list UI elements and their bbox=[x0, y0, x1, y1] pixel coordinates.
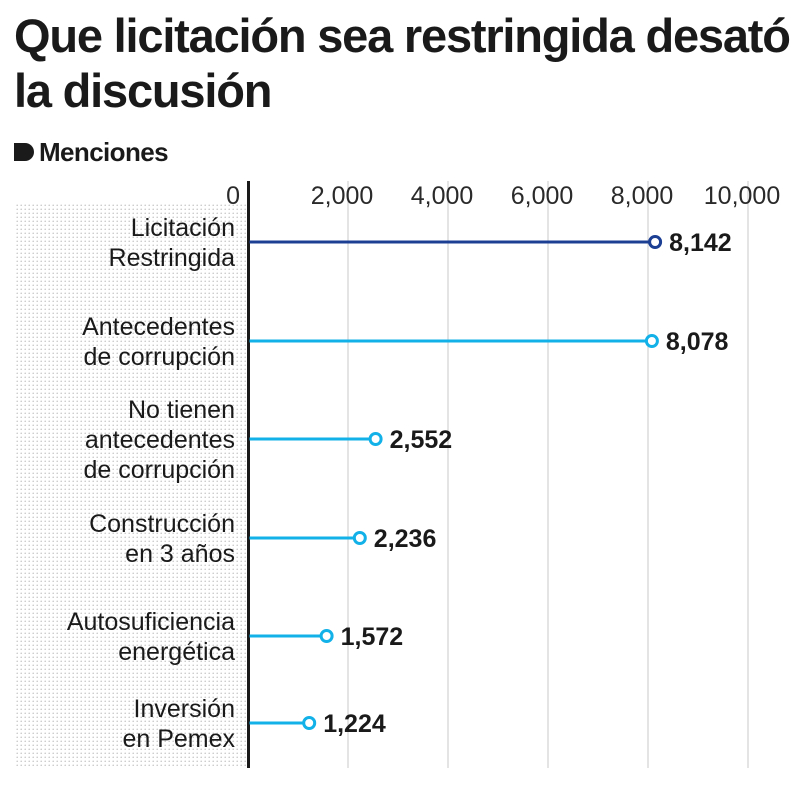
value-label: 2,552 bbox=[390, 426, 453, 454]
value-label: 8,142 bbox=[669, 229, 732, 257]
category-label: Inversión bbox=[134, 695, 235, 723]
category-label: en 3 años bbox=[125, 540, 235, 568]
grid bbox=[347, 181, 749, 768]
legend-label: Menciones bbox=[39, 136, 169, 167]
value-label: 8,078 bbox=[666, 328, 729, 356]
category-label: Autosuficiencia bbox=[67, 608, 235, 636]
category-label: de corrupción bbox=[84, 343, 235, 371]
category-label: Construcción bbox=[89, 510, 235, 538]
lollipop-point bbox=[648, 235, 663, 249]
category-label: de corrupción bbox=[84, 456, 235, 484]
category-label: No tienen bbox=[128, 396, 235, 424]
category-label: Restringida bbox=[109, 244, 236, 272]
lollipop-point bbox=[368, 432, 383, 446]
x-tick-label: 0 bbox=[226, 182, 240, 210]
x-tick-label: 6,000 bbox=[511, 182, 574, 210]
value-labels: 8,142 8,078 2,552 2,236 1,572 1,224 bbox=[323, 229, 731, 738]
category-label: Antecedentes bbox=[82, 313, 235, 341]
value-label: 1,224 bbox=[323, 710, 386, 738]
x-tick-label: 4,000 bbox=[411, 182, 474, 210]
category-label: energética bbox=[118, 638, 235, 666]
lollipop-point bbox=[319, 629, 334, 643]
category-label: antecedentes bbox=[85, 426, 235, 454]
x-tick-label: 2,000 bbox=[311, 182, 374, 210]
value-label: 1,572 bbox=[341, 623, 404, 651]
legend-marker-icon bbox=[14, 143, 34, 161]
lollipop-point bbox=[644, 334, 659, 348]
value-label: 2,236 bbox=[374, 525, 437, 553]
x-tick-labels: 0 2,000 4,000 6,000 8,000 10,000 bbox=[226, 182, 780, 210]
x-tick-label: 10,000 bbox=[704, 182, 780, 210]
category-label: en Pemex bbox=[122, 725, 235, 753]
lollipops bbox=[249, 235, 663, 730]
chart-title: Que licitación sea restringida desató la… bbox=[14, 9, 791, 117]
legend: Menciones bbox=[14, 136, 169, 168]
lollipop-point bbox=[302, 716, 317, 730]
label-background bbox=[14, 204, 248, 768]
x-tick-label: 8,000 bbox=[611, 182, 674, 210]
lollipop-point bbox=[352, 531, 367, 545]
category-label: Licitación bbox=[131, 214, 235, 242]
